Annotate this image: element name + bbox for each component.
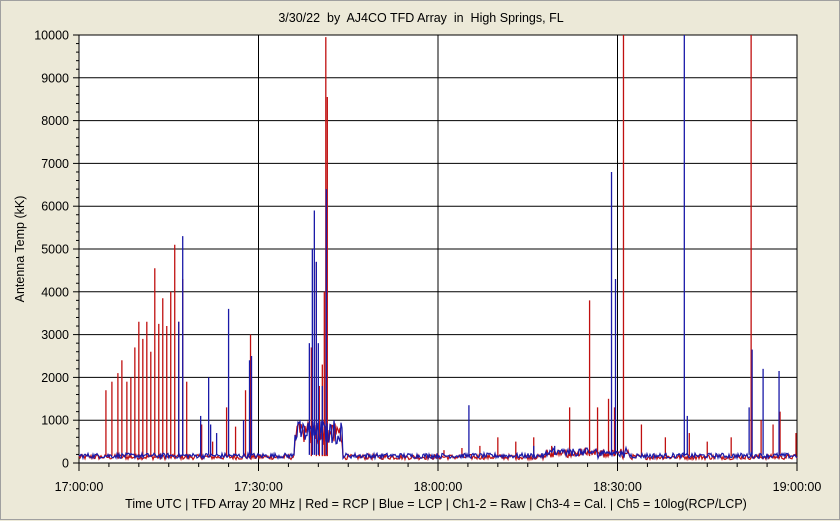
y-tick-label: 6000 [41,200,69,214]
x-tick-label: 18:00:00 [414,480,463,494]
x-tick-label: 19:00:00 [773,480,822,494]
y-tick-label: 0 [62,457,69,471]
y-tick-label: 4000 [41,285,69,299]
y-axis-title: Antenna Temp (kK) [13,196,27,303]
y-tick-label: 8000 [41,114,69,128]
y-tick-label: 10000 [34,29,69,43]
lcp-baseline [78,419,798,461]
x-tick-label: 17:30:00 [234,480,283,494]
y-tick-label: 9000 [41,71,69,85]
y-tick-label: 3000 [41,328,69,342]
chart-title: 3/30/22 by AJ4CO TFD Array in High Sprin… [278,11,564,25]
y-tick-label: 7000 [41,157,69,171]
y-tick-label: 2000 [41,371,69,385]
y-tick-label: 1000 [41,414,69,428]
x-tick-label: 18:30:00 [593,480,642,494]
x-axis-caption: Time UTC | TFD Array 20 MHz | Red = RCP … [125,497,747,511]
y-tick-label: 5000 [41,243,69,257]
x-tick-label: 17:00:00 [55,480,104,494]
